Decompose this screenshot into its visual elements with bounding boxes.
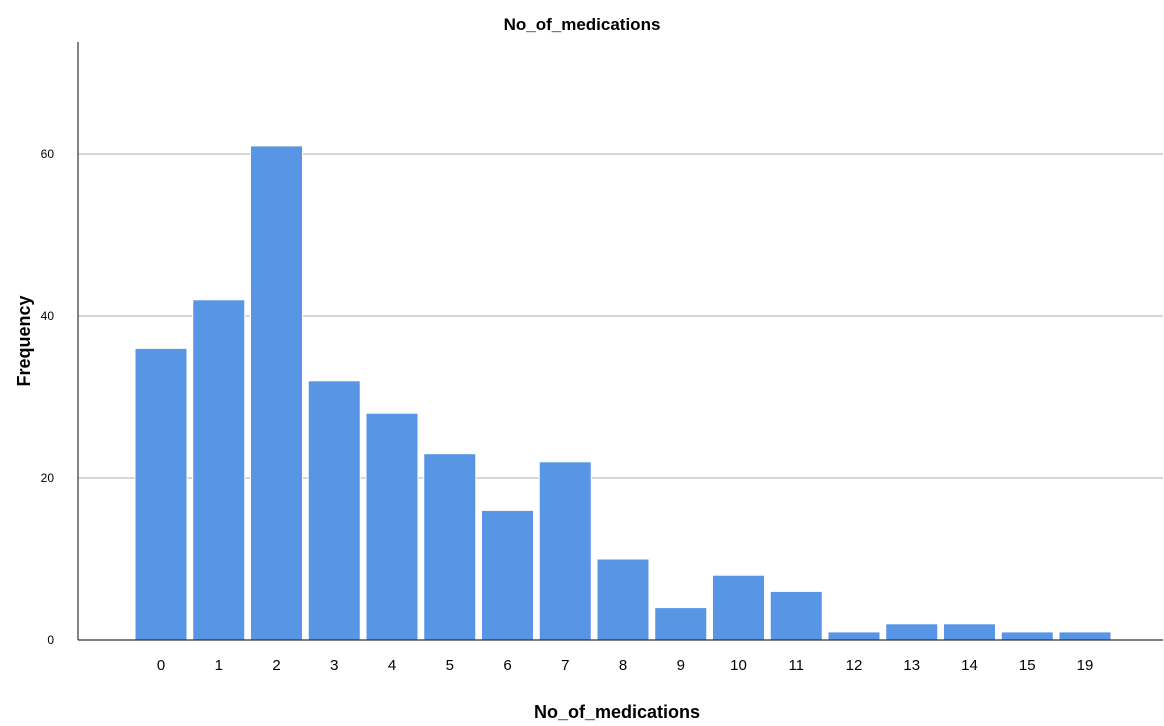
x-tick-label-19: 19 — [1077, 657, 1094, 674]
x-tick-label-2: 2 — [272, 657, 280, 674]
bar-4 — [365, 412, 419, 641]
x-tick-label-5: 5 — [446, 657, 454, 674]
x-tick-label-11: 11 — [788, 657, 804, 674]
bar-14 — [943, 623, 996, 641]
bar-7 — [538, 461, 592, 641]
x-tick-label-10: 10 — [730, 657, 747, 674]
x-tick-label-15: 15 — [1019, 657, 1036, 674]
bar-19 — [1058, 631, 1112, 641]
x-tick-label-13: 13 — [903, 657, 920, 674]
bar-8 — [596, 558, 650, 641]
y-tick-label-20: 20 — [41, 471, 55, 485]
y-tick-label-0: 0 — [47, 633, 54, 647]
x-tick-label-8: 8 — [619, 657, 627, 674]
chart-title: No_of_medications — [504, 15, 661, 34]
x-tick-label-12: 12 — [846, 657, 863, 674]
x-tick-label-9: 9 — [677, 657, 685, 674]
x-axis-title: No_of_medications — [534, 702, 700, 722]
bar-10 — [712, 574, 765, 641]
bar-5 — [423, 453, 477, 641]
bar-3 — [307, 380, 361, 641]
y-tick-label-40: 40 — [41, 309, 55, 323]
bar-12 — [827, 631, 881, 641]
bar-9 — [654, 607, 708, 641]
x-tick-labels: 0 1 2 3 4 5 6 7 8 9 10 11 12 13 14 15 19 — [157, 657, 1094, 674]
axes — [77, 42, 1163, 641]
x-tick-label-3: 3 — [330, 657, 338, 674]
bar-2 — [250, 145, 303, 641]
x-tick-label-0: 0 — [157, 657, 165, 674]
x-tick-label-7: 7 — [561, 657, 569, 674]
x-tick-label-6: 6 — [503, 657, 511, 674]
x-tick-label-1: 1 — [215, 657, 223, 674]
bar-0 — [134, 347, 188, 641]
y-tick-label-60: 60 — [41, 147, 55, 161]
x-tick-label-4: 4 — [388, 657, 396, 674]
bar-6 — [481, 509, 534, 641]
y-tick-labels: 0 20 40 60 — [41, 147, 55, 647]
y-axis-title: Frequency — [14, 295, 34, 386]
bar-13 — [885, 623, 939, 641]
x-tick-label-14: 14 — [961, 657, 978, 674]
bar-1 — [192, 299, 246, 641]
bar-15 — [1000, 631, 1054, 641]
bar-11 — [769, 590, 823, 641]
bars — [134, 145, 1112, 641]
